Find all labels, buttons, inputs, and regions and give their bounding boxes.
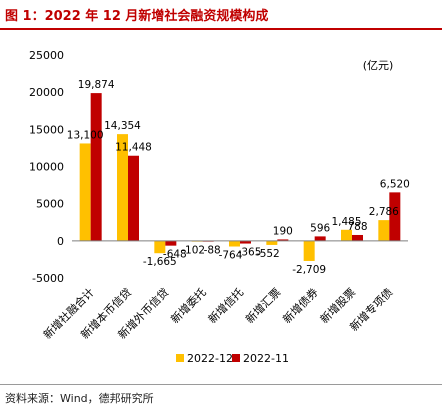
data-label: -764: [219, 250, 243, 262]
legend-swatch: [176, 354, 184, 362]
bar-2022-12: [229, 240, 240, 247]
data-label: 14,354: [104, 120, 141, 132]
data-label: 2,786: [369, 206, 399, 218]
bar-2022-12: [378, 220, 390, 241]
y-tick-label: 5000: [36, 198, 64, 211]
bar-2022-12: [266, 240, 278, 245]
bar-2022-12: [117, 134, 128, 241]
data-label: -365: [238, 247, 262, 259]
bar-2022-12: [341, 229, 352, 241]
bar-2022-11: [90, 93, 102, 241]
data-label: 1,485: [331, 216, 361, 228]
data-label: -88: [204, 244, 221, 256]
y-tick-label: 15000: [29, 123, 64, 136]
bar-2022-11: [277, 239, 289, 241]
data-label: -1,665: [143, 256, 177, 268]
data-label: 788: [347, 221, 367, 233]
data-label: -2,709: [292, 264, 326, 276]
bar-2022-11: [352, 234, 363, 241]
category-label: 新增委托: [168, 285, 209, 326]
y-tick-label: 25000: [29, 49, 64, 62]
data-label: 6,520: [380, 178, 410, 190]
y-tick-label: 10000: [29, 161, 64, 174]
data-label: 11,448: [115, 142, 152, 154]
chart: -5000 0 5000 10000 15000 20000 25000 (亿元) 13,100…: [29, 49, 410, 365]
chart-title: 图 1：2022 年 12 月新增社会融资规模构成: [5, 9, 269, 24]
legend-label: 2022-12: [187, 352, 233, 365]
data-label: 596: [310, 222, 330, 234]
data-label: 190: [273, 225, 293, 237]
category-label: 新增汇票: [242, 285, 283, 326]
legend-swatch: [232, 354, 240, 362]
y-tick-label: 20000: [29, 86, 64, 99]
data-label: -648: [163, 249, 187, 261]
data-label: -552: [256, 248, 280, 260]
bar-2022-11: [389, 192, 401, 241]
bar-2022-11: [314, 236, 326, 241]
bar-2022-12: [79, 143, 91, 241]
category-label: 新增债券: [280, 285, 321, 326]
bar-2022-12: [154, 240, 166, 254]
bar-2022-11: [165, 240, 177, 246]
data-label: 19,874: [78, 79, 115, 91]
source-bar: 资料来源：Wind，德邦研究所: [0, 384, 442, 411]
title-bar: 图 1：2022 年 12 月新增社会融资规模构成: [0, 0, 442, 30]
category-label: 新增信托: [205, 285, 246, 326]
bar-2022-11: [128, 155, 139, 241]
data-label: 13,100: [67, 129, 104, 141]
bar-2022-11: [240, 240, 251, 244]
bar-2022-12: [303, 240, 315, 261]
y-tick-label: -5000: [32, 272, 64, 285]
legend-label: 2022-11: [243, 352, 289, 365]
unit-label: (亿元): [363, 59, 394, 72]
y-tick-label: 0: [57, 235, 64, 248]
data-label: -102: [181, 245, 205, 257]
source-note: 资料来源：Wind，德邦研究所: [5, 392, 154, 405]
